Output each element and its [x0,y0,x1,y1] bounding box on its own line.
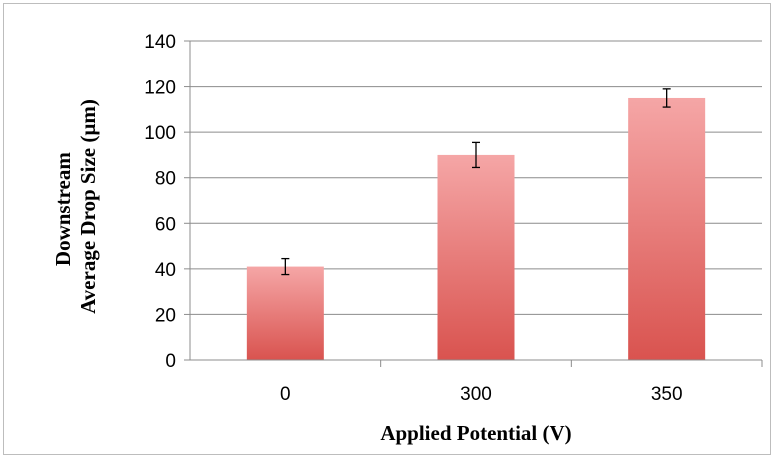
y-axis-title-line-1: Downstream [51,152,75,266]
bar-300 [437,154,515,360]
y-tick-label: 40 [155,260,176,281]
y-tick-label: 80 [155,169,176,190]
y-tick-label: 140 [144,32,176,53]
axes [184,40,763,367]
x-tick-label: 300 [460,384,492,405]
y-tick-label: 0 [165,351,176,372]
bar-350 [628,97,706,360]
y-tick-label: 120 [144,78,176,99]
y-axis-title-line-2: Average Drop Size (µm) [76,99,100,314]
bars [246,97,706,360]
y-tick-label: 100 [144,123,176,144]
y-tick-label: 60 [155,214,176,235]
y-axis-title: Downstream Average Drop Size (µm) [51,99,100,314]
y-tick-label: 20 [155,305,176,326]
x-axis-title: Applied Potential (V) [380,421,571,445]
tick-labels: 0 20 40 60 80 100 120 140 0 300 350 [144,32,682,405]
bar-0 [246,266,324,360]
x-tick-label: 350 [651,384,683,405]
x-tick-label: 0 [280,384,291,405]
error-bars [281,88,671,276]
